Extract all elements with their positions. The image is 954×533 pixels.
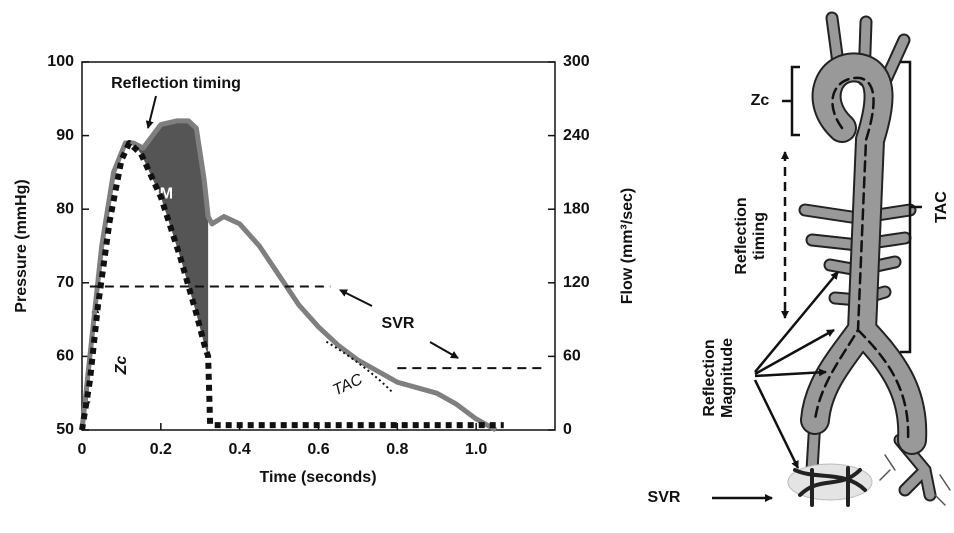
y-tick-label: 50 xyxy=(56,421,74,438)
x-tick-label: 0.2 xyxy=(150,441,172,458)
diagram: Zc TAC Reflection timing Reflection Magn… xyxy=(648,11,951,507)
x-axis-label: Time (seconds) xyxy=(259,469,376,486)
y-tick-label: 100 xyxy=(47,53,74,70)
x-tick-label: 0.6 xyxy=(307,441,329,458)
label: Zc xyxy=(751,92,770,109)
tangent-label: TAC xyxy=(330,371,366,400)
y2-axis-label: Flow (mm³/sec) xyxy=(619,188,636,304)
series-line xyxy=(79,139,504,431)
y2-tick-label: 300 xyxy=(563,53,590,70)
y2-tick-label: 120 xyxy=(563,274,590,291)
y2-tick-label: 0 xyxy=(563,421,572,438)
bracket xyxy=(782,65,800,137)
chart: Pressure (mmHg) Flow (mm³/sec) Time (sec… xyxy=(13,53,636,486)
plot-frame xyxy=(81,61,556,431)
label: timing xyxy=(751,212,768,260)
y-tick-label: 80 xyxy=(56,200,74,217)
tangent-line xyxy=(325,340,395,394)
label: Reflection xyxy=(733,197,750,274)
y2-tick-label: 240 xyxy=(563,127,590,144)
annotation: SVR xyxy=(382,315,415,332)
y-tick-label: 70 xyxy=(56,274,74,291)
label: Magnitude xyxy=(719,338,736,418)
arrow xyxy=(429,341,459,359)
bracket xyxy=(900,60,922,354)
y-tick-label: 90 xyxy=(56,127,74,144)
x-tick-label: 1.0 xyxy=(465,441,487,458)
annotation: Zc xyxy=(113,356,130,376)
y-axis-label: Pressure (mmHg) xyxy=(13,179,30,312)
annotation: Reflection timing xyxy=(111,75,241,92)
label: TAC xyxy=(933,191,950,223)
y-tick-label: 60 xyxy=(56,348,74,365)
x-tick-label: 0 xyxy=(78,441,87,458)
arrow xyxy=(339,289,373,307)
aorta xyxy=(787,11,951,507)
y2-tick-label: 180 xyxy=(563,200,590,217)
label: SVR xyxy=(648,489,681,506)
x-tick-label: 0.4 xyxy=(229,441,251,458)
x-tick-label: 0.8 xyxy=(386,441,408,458)
arrow xyxy=(145,95,157,129)
y2-tick-label: 60 xyxy=(563,348,581,365)
reflection-area xyxy=(133,120,209,357)
arrows xyxy=(712,271,839,502)
label: Reflection xyxy=(701,339,718,416)
